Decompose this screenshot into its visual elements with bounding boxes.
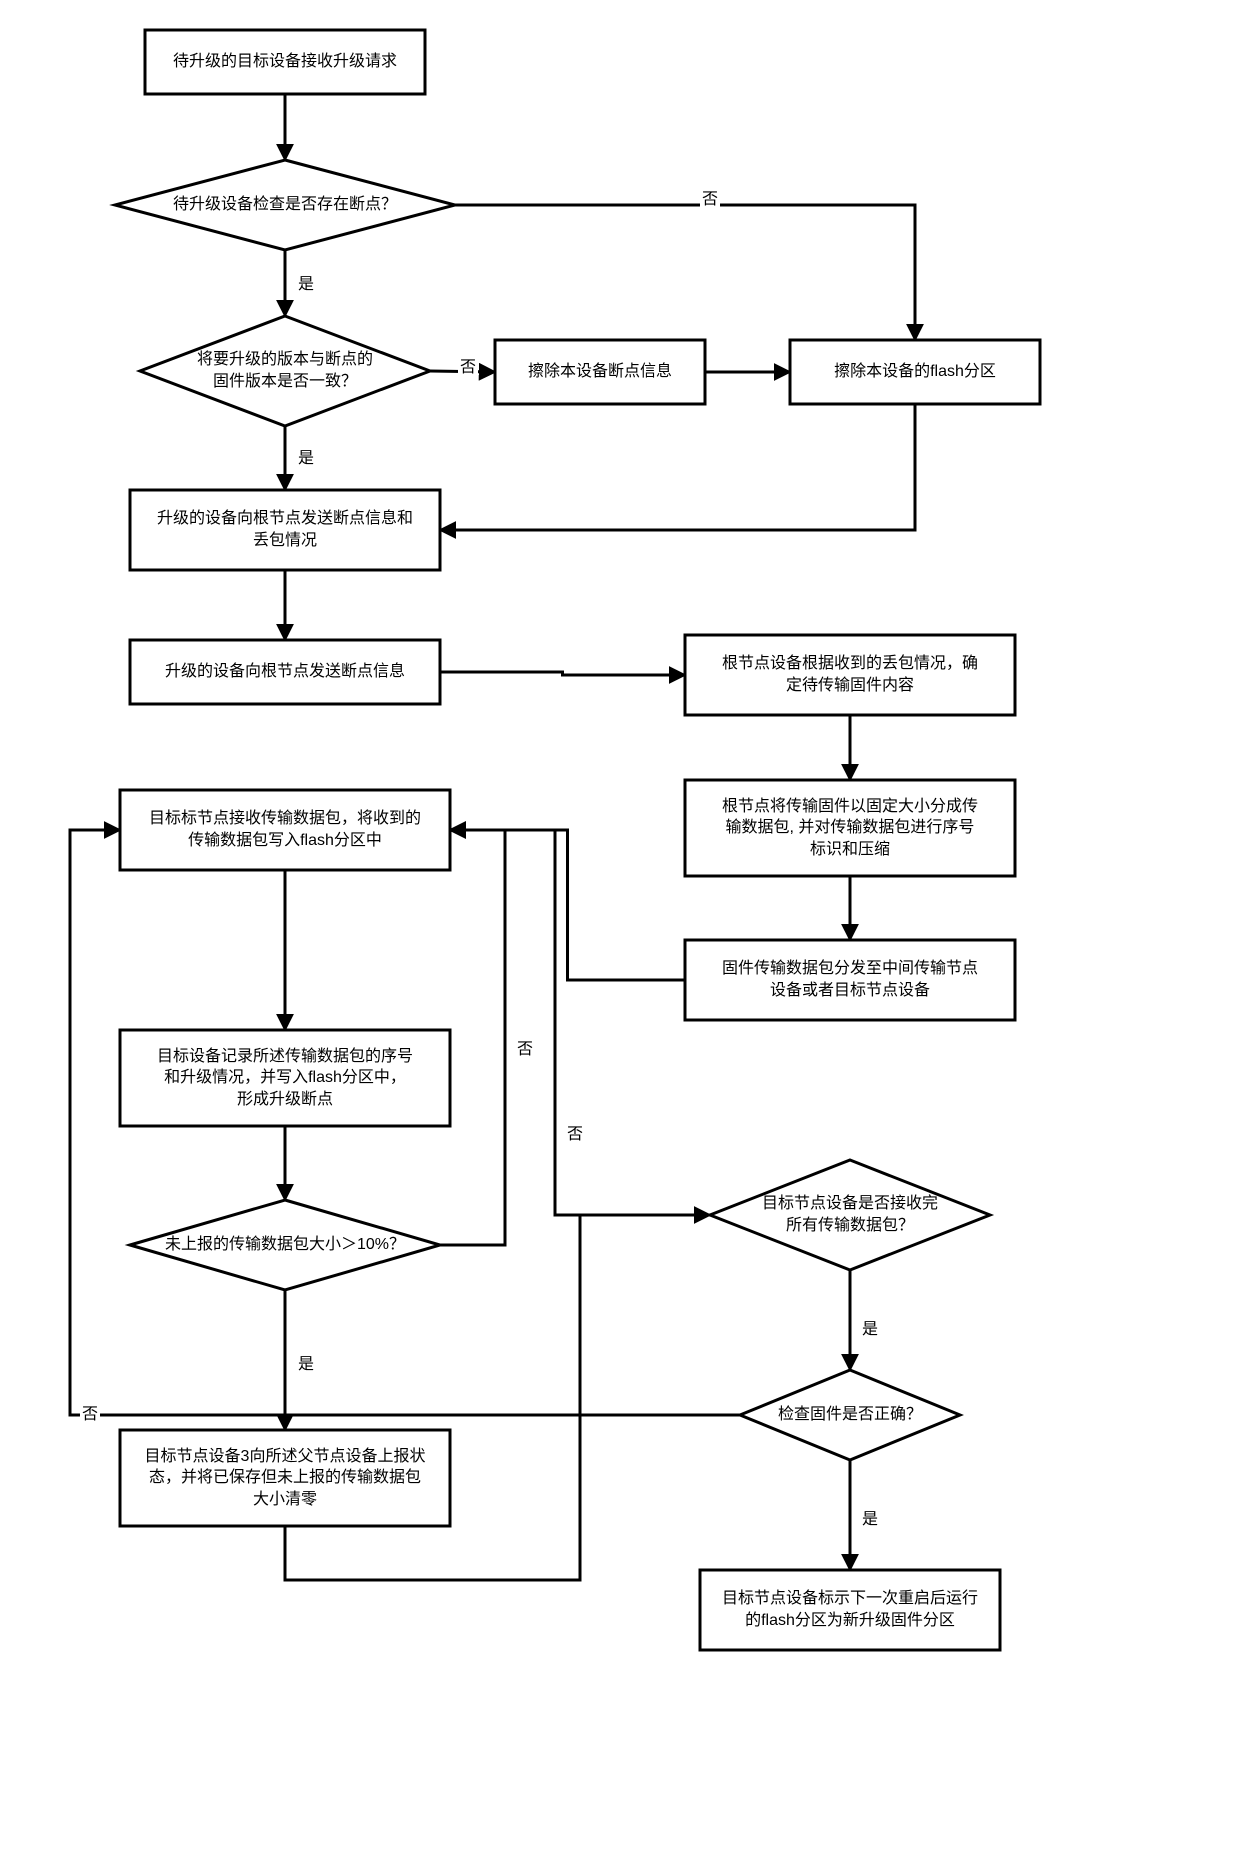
flowchart-canvas	[0, 0, 1240, 1867]
node-d2: 将要升级的版本与断点的固件版本是否一致？	[140, 316, 430, 426]
node-n7: 根节点将传输固件以固定大小分成传输数据包, 并对传输数据包进行序号标识和压缩	[685, 780, 1015, 876]
edge-label: 是	[296, 1350, 316, 1374]
edge-label: 是	[296, 270, 316, 294]
edge-label: 是	[860, 1505, 880, 1529]
edge-label: 是	[860, 1315, 880, 1339]
edge-label: 是	[296, 444, 316, 468]
node-n9: 目标标节点接收传输数据包，将收到的传输数据包写入flash分区中	[120, 790, 450, 870]
node-n2: 擦除本设备断点信息	[495, 340, 705, 404]
node-n4: 升级的设备向根节点发送断点信息和丢包情况	[130, 490, 440, 570]
edge-label: 否	[458, 353, 478, 377]
node-n10: 目标设备记录所述传输数据包的序号和升级情况，并写入flash分区中，形成升级断点	[120, 1030, 450, 1126]
node-n6: 根节点设备根据收到的丢包情况，确定待传输固件内容	[685, 635, 1015, 715]
node-d4: 目标节点设备是否接收完所有传输数据包？	[710, 1160, 990, 1270]
node-d5: 检查固件是否正确？	[740, 1370, 960, 1460]
edge-label: 否	[80, 1400, 100, 1424]
node-n11: 目标节点设备3向所述父节点设备上报状态，并将已保存但未上报的传输数据包大小清零	[120, 1430, 450, 1526]
node-d3: 未上报的传输数据包大小＞10%？	[130, 1200, 440, 1290]
edge-label: 否	[565, 1120, 585, 1144]
edge-label: 否	[515, 1035, 535, 1059]
node-d1: 待升级设备检查是否存在断点？	[115, 160, 455, 250]
node-n12: 目标节点设备标示下一次重启后运行的flash分区为新升级固件分区	[700, 1570, 1000, 1650]
node-n5: 升级的设备向根节点发送断点信息	[130, 640, 440, 704]
node-n1: 待升级的目标设备接收升级请求	[145, 30, 425, 94]
edge-label: 否	[700, 185, 720, 209]
node-n3: 擦除本设备的flash分区	[790, 340, 1040, 404]
node-n8: 固件传输数据包分发至中间传输节点设备或者目标节点设备	[685, 940, 1015, 1020]
